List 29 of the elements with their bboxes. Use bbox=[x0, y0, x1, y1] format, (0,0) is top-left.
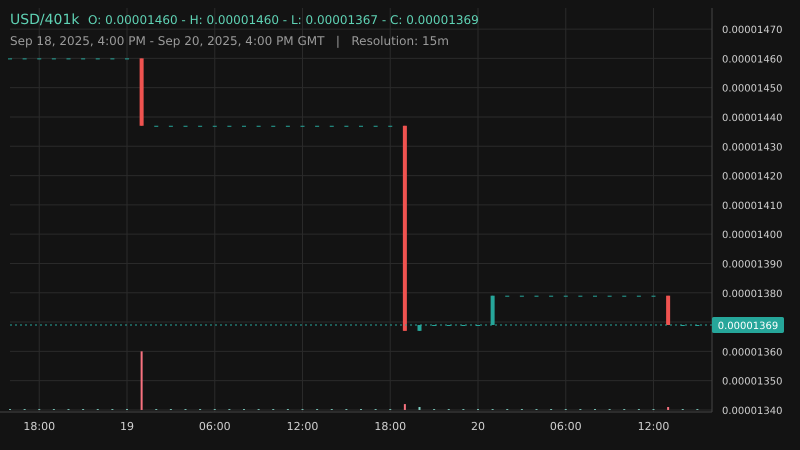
bar bbox=[418, 407, 420, 410]
x-tick-label: 06:00 bbox=[198, 420, 231, 433]
y-tick-label: 0.00001460 bbox=[722, 54, 782, 66]
y-tick-label: 0.00001440 bbox=[722, 112, 782, 124]
y-tick-label: 0.00001410 bbox=[722, 200, 782, 212]
text: O: 0.00001460 - H: 0.00001460 - L: 0.00001367 - C: 0.00001369 bbox=[88, 13, 479, 27]
x-tick-label: 19 bbox=[120, 420, 134, 433]
y-tick-label: 0.00001470 bbox=[722, 25, 782, 36]
y-tick-label: 0.00001450 bbox=[722, 84, 782, 95]
bar bbox=[667, 407, 670, 410]
x-tick-label: 12:00 bbox=[286, 420, 318, 433]
x-tick-label: 20 bbox=[471, 420, 485, 433]
x-tick-label: 12:00 bbox=[638, 420, 670, 433]
y-tick-label: 0.00001400 bbox=[722, 230, 782, 242]
y-tick-label: 0.00001430 bbox=[722, 142, 782, 154]
annotation: Sep 18, 2025, 4:00 PM - Sep 20, 2025, 4:00 PM GMT | Resolution: 15m bbox=[10, 34, 449, 48]
y-tick-label: 0.00001340 bbox=[722, 406, 782, 417]
y-tick-label: 0.00001390 bbox=[722, 259, 782, 270]
x-tick-label: 18:00 bbox=[374, 420, 406, 433]
chart-title: USD/401k bbox=[10, 12, 80, 28]
x-tick-label: 18:00 bbox=[23, 420, 56, 433]
bar bbox=[404, 404, 406, 410]
y-tick-label: 0.00001360 bbox=[722, 347, 782, 358]
y-tick-label: 0.00001350 bbox=[722, 376, 782, 388]
ref-line-label: 0.00001369 bbox=[718, 320, 778, 332]
y-tick-label: 0.00001380 bbox=[722, 288, 782, 300]
x-tick-label: 06:00 bbox=[550, 420, 582, 433]
bar bbox=[140, 351, 143, 410]
y-tick-label: 0.00001420 bbox=[722, 172, 782, 183]
